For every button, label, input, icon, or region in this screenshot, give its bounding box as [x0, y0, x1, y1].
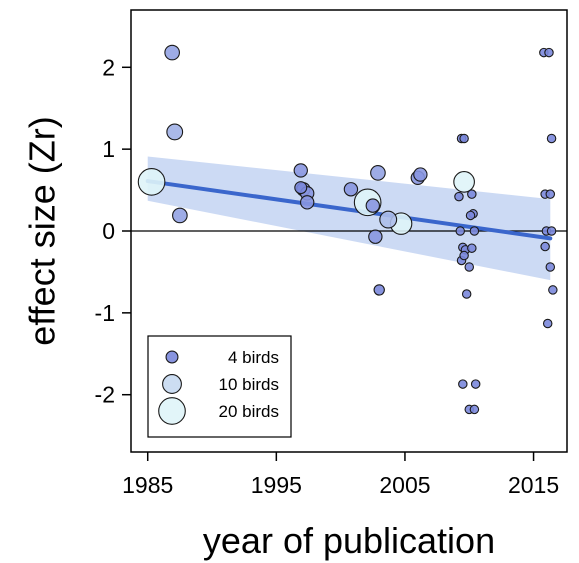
data-point	[545, 189, 556, 199]
confidence-band	[147, 156, 551, 281]
legend-symbol	[158, 397, 186, 425]
y-axis-title: effect size (Zr)	[22, 116, 63, 345]
x-axis-ticks: 1985 1995 2005 2015	[122, 452, 559, 498]
data-point	[470, 379, 481, 389]
x-tick-label: 2005	[379, 472, 430, 498]
data-point	[343, 182, 359, 197]
data-point	[458, 379, 468, 389]
data-point	[137, 168, 166, 196]
data-point	[461, 289, 472, 299]
y-axis-ticks: -2 -1 0 1 2	[95, 54, 131, 408]
regression-line-layer	[145, 179, 553, 241]
x-tick-label: 1985	[122, 472, 173, 498]
confidence-band-layer	[147, 156, 551, 281]
data-point	[379, 210, 398, 229]
data-point	[164, 44, 180, 61]
y-tick-label: 2	[102, 54, 115, 80]
y-tick-label: -2	[95, 382, 115, 408]
data-point	[370, 165, 386, 181]
y-tick-label: 0	[102, 218, 115, 244]
regression-line	[145, 179, 553, 241]
legend-symbol	[162, 374, 182, 394]
data-point	[413, 167, 428, 182]
data-point	[548, 285, 558, 295]
data-point	[373, 284, 385, 296]
data-point	[300, 195, 315, 210]
x-tick-label: 2015	[508, 472, 559, 498]
data-point	[166, 123, 184, 141]
data-point	[465, 210, 476, 221]
data-point	[172, 207, 188, 224]
data-point	[540, 241, 550, 252]
data-point	[469, 404, 480, 415]
data-point	[469, 226, 480, 236]
data-point	[294, 181, 308, 195]
legend-label: 20 birds	[219, 402, 279, 421]
data-point	[365, 198, 380, 213]
data-point	[368, 229, 383, 244]
data-point	[454, 191, 464, 202]
x-axis-title: year of publication	[203, 520, 495, 561]
y-tick-label: 1	[102, 136, 115, 162]
x-tick-label: 1995	[251, 472, 302, 498]
data-point	[467, 243, 477, 253]
data-point	[459, 133, 469, 144]
data-point	[467, 189, 477, 199]
data-point	[546, 226, 557, 236]
data-point	[545, 262, 556, 272]
data-point	[546, 133, 557, 144]
data-point	[464, 262, 475, 272]
data-point	[459, 250, 469, 261]
data-point	[293, 163, 308, 178]
data-point	[455, 226, 466, 236]
y-tick-label: -1	[95, 300, 115, 326]
legend: 4 birds 10 birds 20 birds	[147, 335, 292, 438]
legend-label: 10 birds	[219, 375, 279, 394]
data-point	[542, 318, 553, 329]
data-points-layer	[137, 44, 558, 415]
legend-symbol	[165, 350, 179, 364]
data-point	[453, 171, 475, 193]
data-point	[544, 47, 554, 58]
legend-label: 4 birds	[228, 348, 279, 367]
